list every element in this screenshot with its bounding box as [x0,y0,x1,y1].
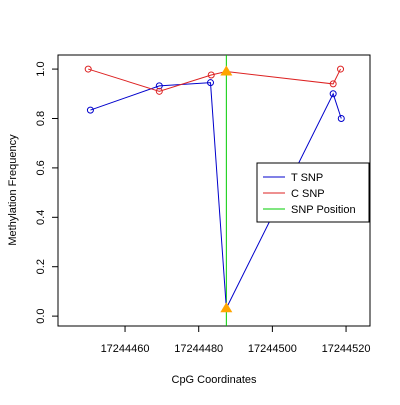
y-tick-label: 0.2 [35,259,47,274]
snp-marker [220,302,233,313]
point [86,106,94,114]
legend-label: C SNP [291,188,325,200]
snp-marker [220,65,233,76]
y-tick-label: 0.0 [35,308,47,323]
y-tick-label: 1.0 [35,61,47,76]
x-tick-label: 17244480 [174,343,223,355]
point [207,79,215,87]
point [329,90,337,98]
x-tick-label: 17244500 [248,343,297,355]
point [155,87,163,95]
series-line [90,82,342,311]
legend-label: SNP Position [291,204,356,216]
y-tick-label: 0.6 [35,160,47,175]
point [207,71,215,79]
point [337,65,345,73]
y-axis-label: Methylation Frequency [7,134,19,246]
point [155,82,163,90]
point [337,114,345,122]
y-tick-label: 0.8 [35,111,47,126]
x-tick-label: 17244460 [101,343,150,355]
plot-box [57,54,371,327]
y-tick-label: 0.4 [35,210,47,225]
x-axis-label: CpG Coordinates [172,374,257,386]
point [329,80,337,88]
point [84,65,92,73]
x-tick-label: 17244520 [322,343,371,355]
legend-label: T SNP [291,172,323,184]
series-line [88,68,341,92]
